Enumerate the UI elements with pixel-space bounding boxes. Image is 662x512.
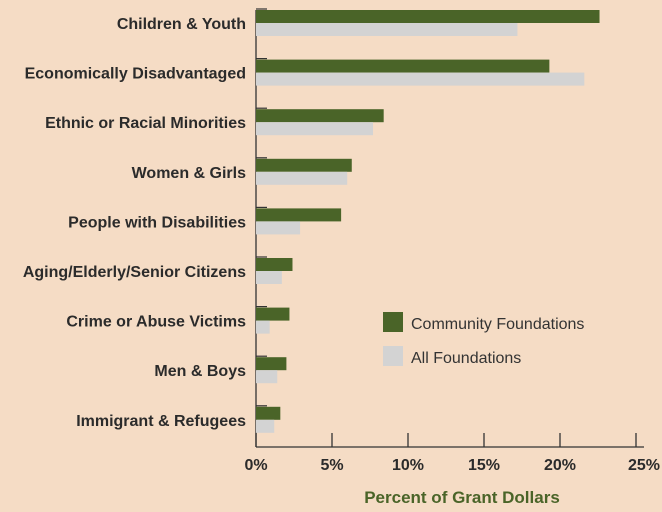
bar-community-foundations	[256, 10, 600, 23]
legend-label: Community Foundations	[411, 316, 584, 333]
category-labels: Children & Youth Economically Disadvantag…	[23, 16, 246, 430]
category-label: Men & Boys	[154, 363, 246, 380]
bar-all-foundations	[256, 370, 278, 384]
x-tick-label: 5%	[320, 457, 343, 474]
x-tick-label: 10%	[392, 457, 424, 474]
category-label: Women & Girls	[132, 165, 246, 182]
bar-all-foundations	[256, 221, 301, 235]
bar-all-foundations	[256, 171, 348, 185]
bar-all-foundations	[256, 72, 585, 86]
x-tick-label: 15%	[468, 457, 500, 474]
bar-community-foundations	[256, 357, 287, 371]
bar-community-foundations	[256, 109, 384, 123]
bar-community-foundations	[256, 258, 293, 271]
bar-community-foundations	[256, 208, 342, 222]
bar-community-foundations	[256, 59, 550, 73]
x-axis-title: Percent of Grant Dollars	[364, 488, 560, 507]
legend: Community Foundations All Foundations	[383, 312, 584, 367]
legend-swatch	[383, 312, 403, 332]
category-label: Economically Disadvantaged	[25, 66, 246, 83]
bar-all-foundations	[256, 122, 374, 136]
category-label: Ethnic or Racial Minorities	[45, 115, 246, 132]
x-tick-label: 25%	[628, 457, 660, 474]
bar-community-foundations	[256, 158, 352, 172]
category-label: Crime or Abuse Victims	[66, 314, 246, 331]
category-label: Aging/Elderly/Senior Citizens	[23, 264, 246, 281]
bar-all-foundations	[256, 23, 518, 36]
bar-all-foundations	[256, 419, 275, 433]
bars-layer	[256, 10, 600, 433]
category-label: Children & Youth	[117, 16, 246, 33]
x-tick-labels: 0% 5% 10% 15% 20% 25%	[244, 433, 660, 474]
x-tick-label: 20%	[544, 457, 576, 474]
bar-community-foundations	[256, 406, 281, 420]
legend-label: All Foundations	[411, 350, 521, 367]
bar-all-foundations	[256, 320, 270, 334]
bar-community-foundations	[256, 307, 290, 321]
legend-swatch	[383, 346, 403, 366]
category-label: Immigrant & Refugees	[76, 413, 246, 430]
x-tick-label: 0%	[244, 457, 267, 474]
bar-all-foundations	[256, 271, 282, 284]
category-label: People with Disabilities	[68, 214, 246, 231]
